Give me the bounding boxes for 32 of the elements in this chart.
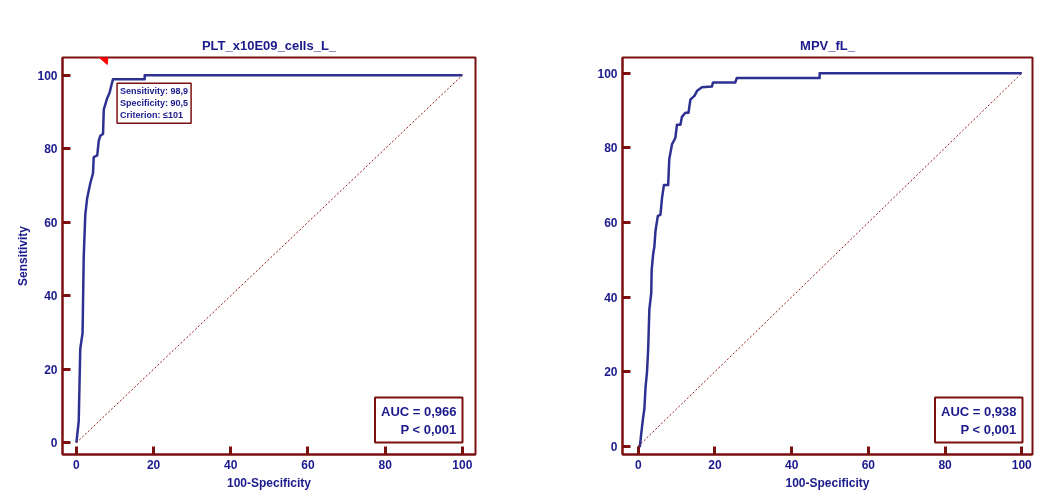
- y-tick-label: 80: [44, 142, 58, 157]
- annotation: AUC = 0,966 P < 0,001: [380, 403, 457, 437]
- x-tick-label: 40: [784, 457, 799, 472]
- y-tick-label: 0: [610, 439, 618, 454]
- x-tick-label: 60: [861, 457, 876, 472]
- x-tick-label: 0: [73, 457, 81, 472]
- y-tick-label: 60: [604, 215, 618, 230]
- y-tick-label: 80: [604, 141, 618, 156]
- x-axis-title: 100-Specificity: [226, 475, 312, 490]
- y-tick-label: 20: [604, 365, 618, 380]
- x-tick-label: 100: [1011, 457, 1033, 472]
- annotation: Sensitivity: 98,9 Specificity: 90,5 Criterion: ≤101: [120, 86, 189, 121]
- x-axis-title: 100-Specificity: [785, 475, 870, 490]
- x-tick-label: 0: [634, 457, 642, 472]
- y-tick-label: 100: [597, 66, 618, 81]
- y-tick-label: 40: [44, 289, 58, 304]
- y-tick-label: 40: [604, 290, 618, 305]
- chart-title: PLT_x10E09_cells_L_: [201, 37, 337, 53]
- x-tick-label: 60: [301, 457, 315, 472]
- y-tick-label: 20: [44, 362, 58, 377]
- chart-title: MPV_fL_: [800, 37, 856, 53]
- x-tick-label: 40: [224, 457, 238, 472]
- y-tick-label: 60: [44, 215, 58, 230]
- x-tick-label: 80: [378, 457, 393, 472]
- annotation: AUC = 0,938 P < 0,001: [940, 403, 1017, 437]
- x-tick-label: 20: [708, 457, 722, 472]
- y-tick-label: 100: [37, 68, 58, 83]
- x-tick-label: 20: [146, 457, 161, 472]
- y-axis-title: Sensitivity: [16, 225, 31, 287]
- x-tick-label: 100: [452, 457, 473, 472]
- x-tick-label: 80: [938, 457, 953, 472]
- y-tick-label: 0: [50, 436, 58, 451]
